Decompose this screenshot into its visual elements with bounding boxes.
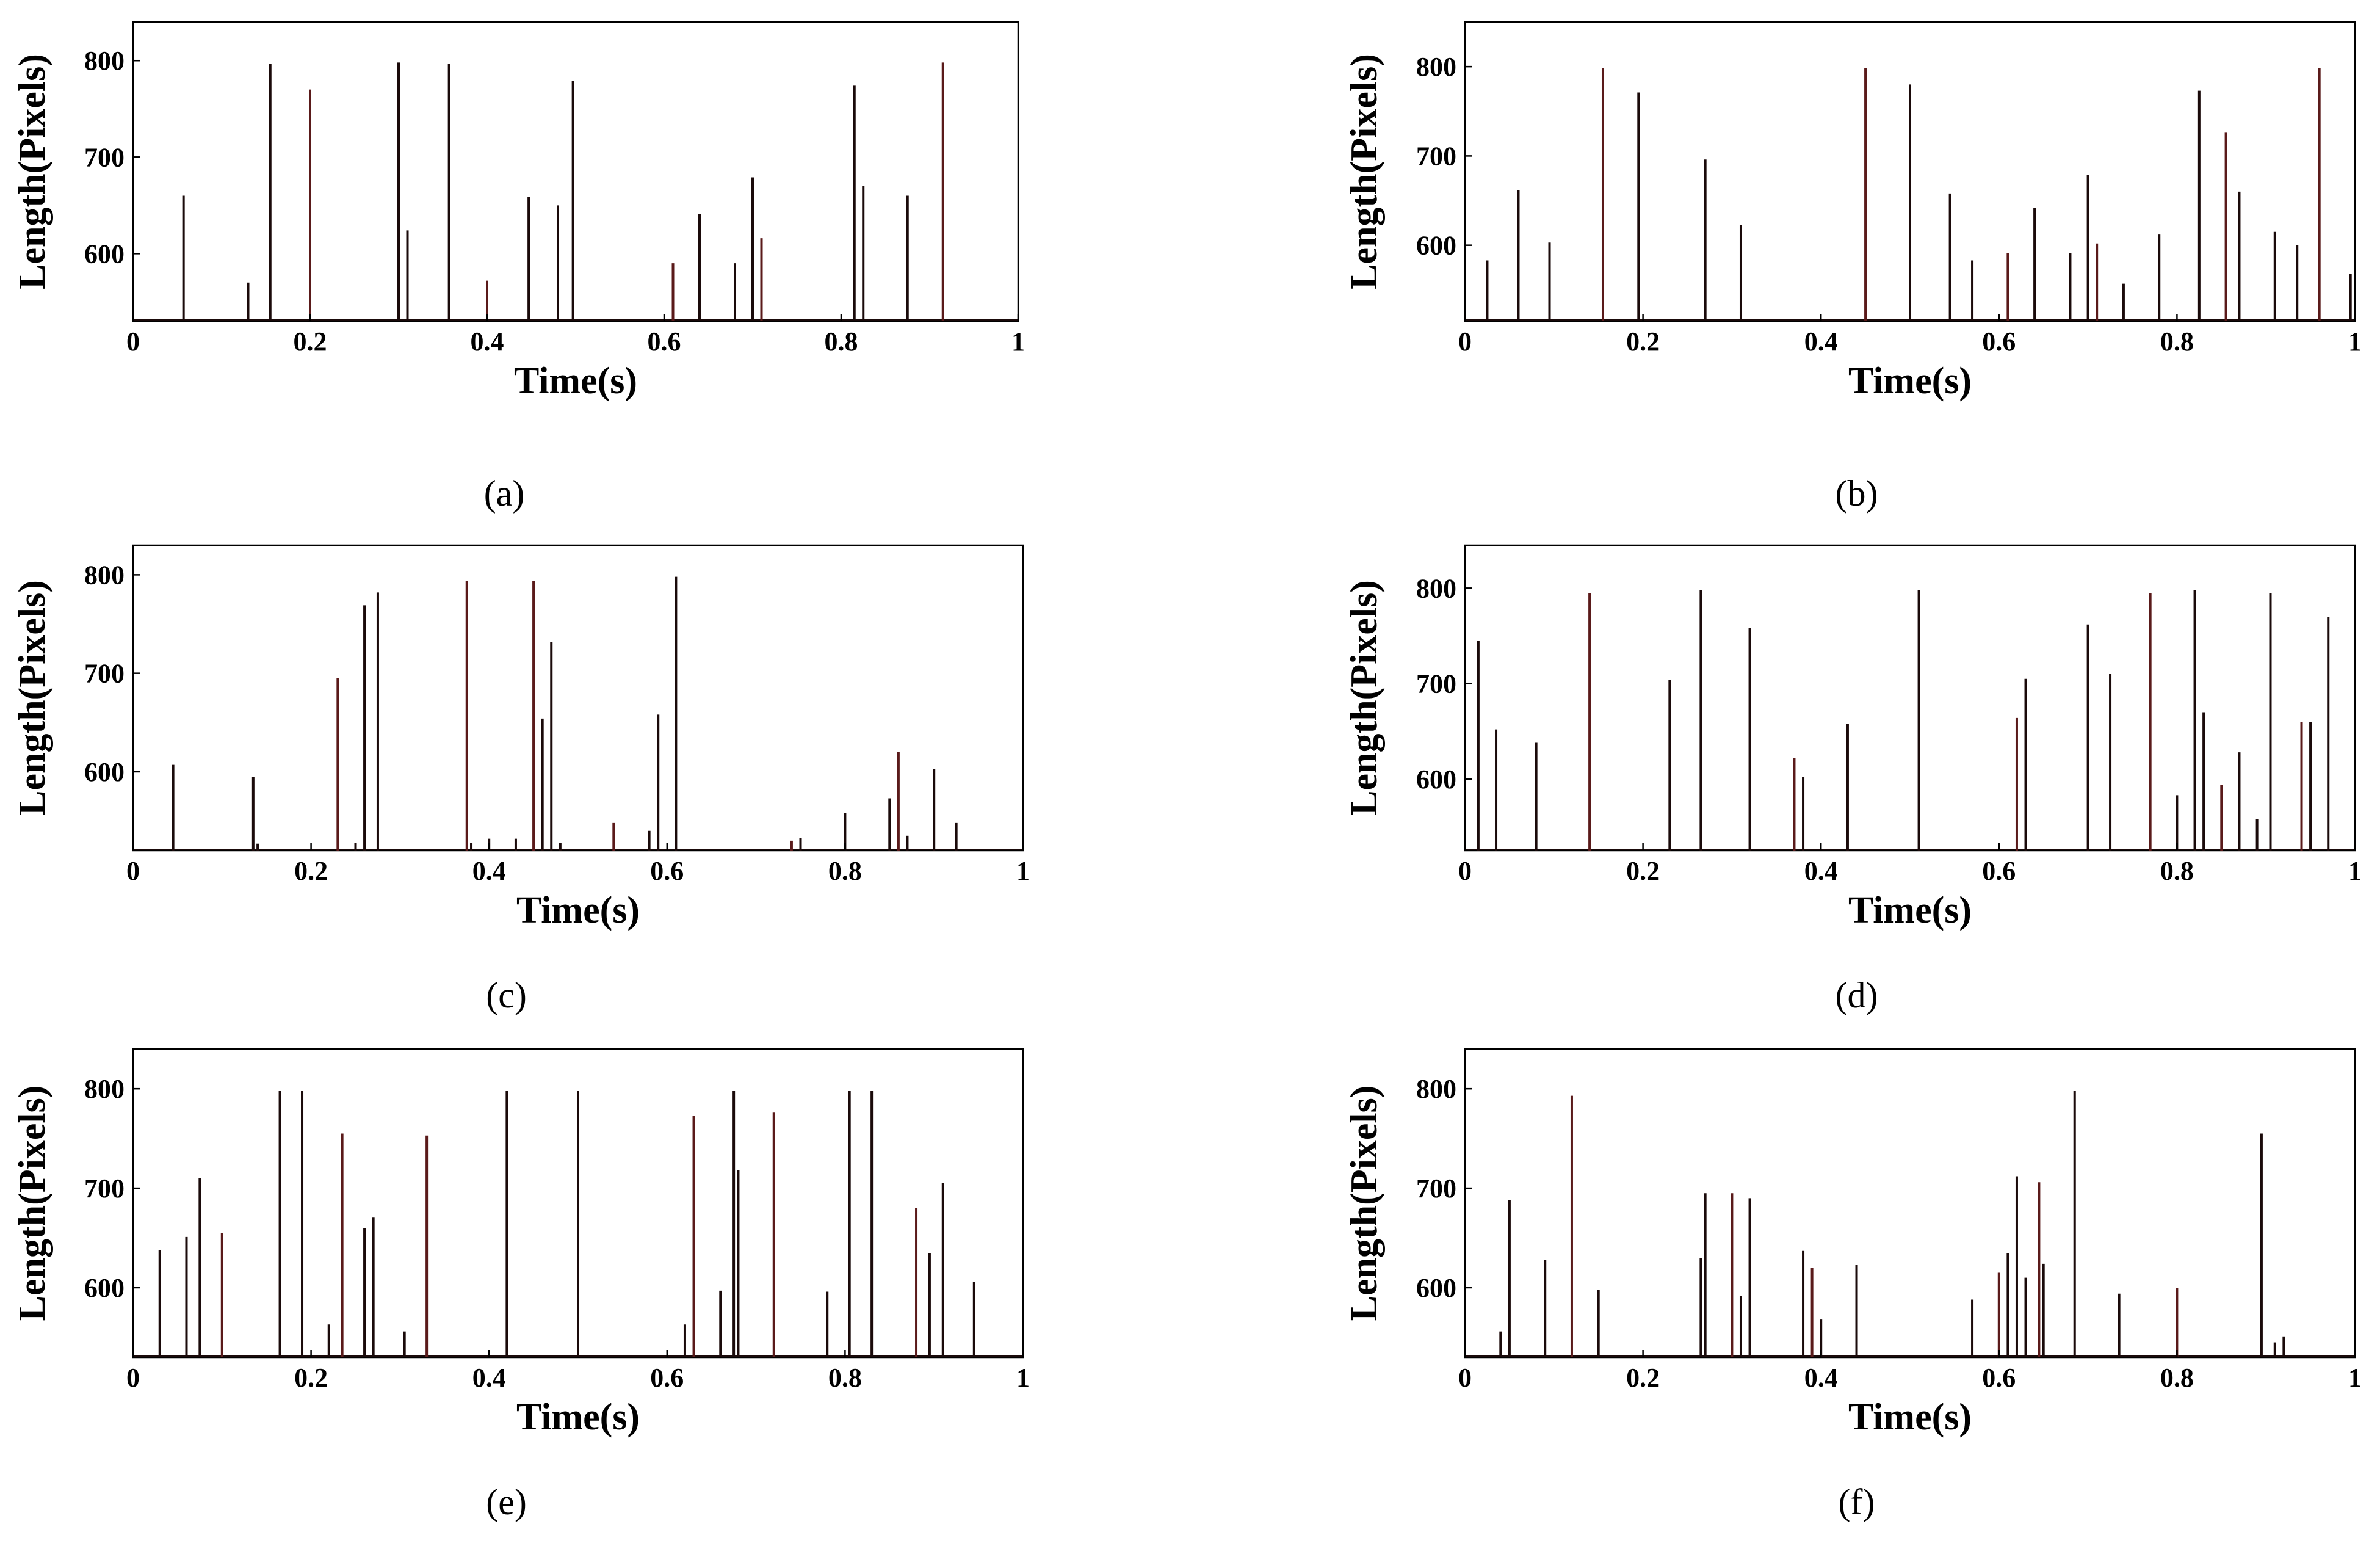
x-axis-label: Time(s) [1848, 360, 1972, 402]
y-tick-label: 700 [1416, 1174, 1456, 1203]
y-axis-label: Length(Pixels) [12, 1086, 53, 1321]
y-axis-label: Length(Pixels) [1344, 54, 1385, 289]
x-tick-label: 1 [2348, 856, 2362, 886]
x-tick-label: 0 [1458, 856, 1472, 886]
x-axis-label: Time(s) [516, 890, 640, 931]
chart-panel: 0 0.2 0.4 0.6 0.8 1 600 700 800 Time(s) Length(Pix… [1344, 21, 2362, 514]
x-tick-label: 0 [1458, 327, 1472, 357]
x-tick-label: 1 [1016, 856, 1030, 886]
chart-panel: 0 0.2 0.4 0.6 0.8 1 600 700 800 Time(s) Length(Pix… [1344, 1048, 2362, 1522]
chart-panel: 0 0.2 0.4 0.6 0.8 1 600 700 800 Time(s) Length(Pix… [12, 544, 1030, 1015]
x-tick-label: 0.6 [1982, 327, 2016, 357]
x-axis-label: Time(s) [516, 1396, 640, 1438]
x-tick-label: 0.8 [2160, 856, 2194, 886]
x-tick-label: 0.4 [472, 1363, 506, 1393]
x-tick-label: 0.6 [648, 327, 681, 357]
x-tick-label: 0.6 [650, 1363, 684, 1393]
x-tick-label: 0.2 [1626, 856, 1660, 886]
x-tick-label: 0.2 [294, 1363, 328, 1393]
plot-frame [1464, 544, 2356, 852]
x-tick-label: 0 [126, 856, 140, 886]
plot-frame [132, 544, 1024, 852]
x-tick-label: 0.6 [1982, 1363, 2016, 1393]
x-axis-label: Time(s) [514, 360, 637, 402]
y-tick-label: 800 [84, 46, 125, 76]
panel-caption: (a) [484, 473, 525, 514]
y-tick-label: 700 [1416, 141, 1456, 171]
x-tick-label: 1 [2348, 327, 2362, 357]
x-tick-label: 1 [1016, 1363, 1030, 1393]
x-tick-label: 0.6 [650, 856, 684, 886]
y-tick-label: 800 [1416, 1074, 1456, 1104]
y-tick-label: 700 [84, 1174, 125, 1203]
plot-frame [132, 21, 1019, 322]
x-tick-label: 0.2 [1626, 1363, 1660, 1393]
y-tick-label: 800 [84, 1074, 125, 1104]
y-tick-label: 600 [84, 1273, 125, 1303]
x-tick-label: 0 [126, 327, 140, 357]
panel-caption: (e) [486, 1482, 527, 1522]
y-tick-label: 600 [1416, 764, 1456, 794]
x-tick-label: 1 [1011, 327, 1025, 357]
x-tick-label: 0.4 [1804, 1363, 1838, 1393]
y-tick-label: 600 [1416, 1273, 1456, 1303]
x-tick-label: 0.4 [472, 856, 506, 886]
panels: 0 0.2 0.4 0.6 0.8 1 600 700 800 Time(s) Length(Pix… [12, 21, 2362, 1522]
panel-caption: (d) [1836, 975, 1878, 1015]
x-tick-label: 1 [2348, 1363, 2362, 1393]
x-tick-label: 0.8 [828, 1363, 862, 1393]
y-axis-label: Length(Pixels) [1344, 1086, 1385, 1321]
panel-caption: (b) [1836, 473, 1878, 514]
y-axis-label: Length(Pixels) [12, 54, 53, 289]
x-tick-label: 0.2 [294, 327, 327, 357]
x-tick-label: 0 [1458, 1363, 1472, 1393]
x-tick-label: 0.4 [471, 327, 504, 357]
plot-frame [1464, 1048, 2356, 1359]
x-tick-label: 0.6 [1982, 856, 2016, 886]
x-tick-label: 0.2 [294, 856, 328, 886]
x-tick-label: 0.2 [1626, 327, 1660, 357]
y-tick-label: 700 [84, 142, 125, 172]
x-tick-label: 0 [126, 1363, 140, 1393]
x-tick-label: 0.4 [1804, 327, 1838, 357]
y-axis-label: Length(Pixels) [1344, 580, 1385, 816]
x-tick-label: 0.8 [2160, 327, 2194, 357]
chart-panel: 0 0.2 0.4 0.6 0.8 1 600 700 800 Time(s) Length(Pix… [12, 21, 1025, 514]
chart-panel: 0 0.2 0.4 0.6 0.8 1 600 700 800 Time(s) Length(Pix… [12, 1048, 1030, 1522]
x-tick-label: 0.4 [1804, 856, 1838, 886]
y-tick-label: 600 [84, 239, 125, 269]
y-tick-label: 700 [84, 659, 125, 689]
y-tick-label: 800 [1416, 52, 1456, 82]
y-tick-label: 800 [84, 560, 125, 590]
panel-caption: (c) [486, 975, 527, 1015]
y-axis-label: Length(Pixels) [12, 580, 53, 816]
y-tick-label: 600 [84, 757, 125, 787]
x-tick-label: 0.8 [2160, 1363, 2194, 1393]
x-tick-label: 0.8 [825, 327, 858, 357]
y-tick-label: 700 [1416, 669, 1456, 699]
x-tick-label: 0.8 [828, 856, 862, 886]
x-axis-label: Time(s) [1848, 1396, 1972, 1438]
y-tick-label: 600 [1416, 231, 1456, 261]
panel-caption: (f) [1839, 1482, 1875, 1522]
y-tick-label: 800 [1416, 573, 1456, 603]
x-axis-label: Time(s) [1848, 890, 1972, 931]
chart-panel: 0 0.2 0.4 0.6 0.8 1 600 700 800 Time(s) Length(Pix… [1344, 544, 2362, 1015]
